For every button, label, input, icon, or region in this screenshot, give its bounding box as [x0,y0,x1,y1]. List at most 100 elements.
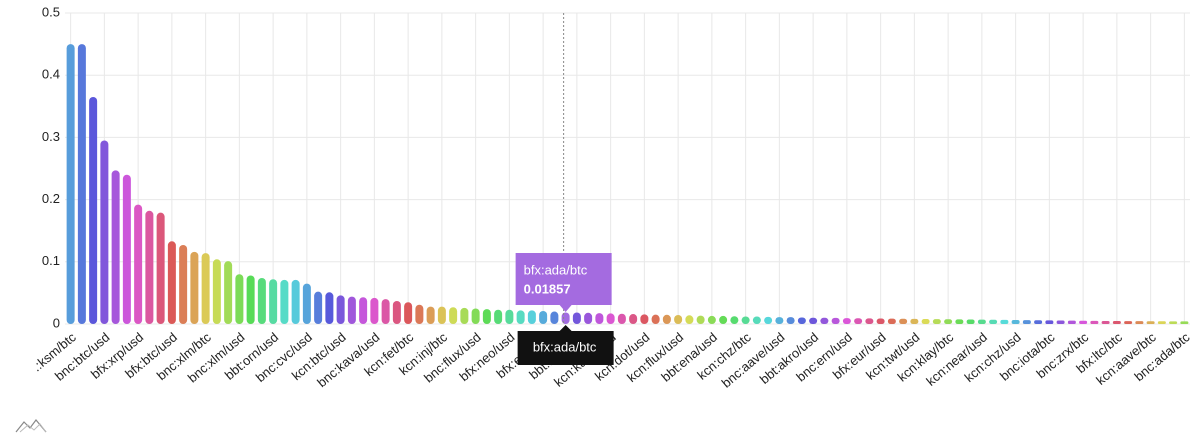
bar [1169,321,1178,324]
bar [1157,321,1166,324]
bar [674,314,683,324]
bar [887,318,896,324]
tooltip: bfx:ada/btc 0.01857 [515,253,612,312]
bar [179,245,188,324]
bar [1079,320,1088,324]
bar [550,311,559,324]
bar [1112,321,1121,324]
bar [482,309,491,324]
bar [1101,320,1110,324]
bar [404,302,413,324]
bar [1011,320,1020,324]
bar [111,170,120,324]
bar [471,308,480,324]
bar [1000,319,1009,324]
bar [370,297,379,324]
bar [426,306,435,324]
bar [505,309,514,324]
axis-tooltip-label: bfx:ada/btc [533,339,597,354]
bar [651,314,660,324]
bar [122,174,131,324]
bar [1180,321,1189,324]
bar [235,274,244,324]
bar [910,318,919,324]
bar [707,315,716,324]
logo-shadow [19,423,47,433]
bar [764,316,773,324]
bar [921,319,930,324]
tooltip-value: 0.01857 [524,281,571,296]
bar [752,316,761,324]
bar [831,317,840,324]
bar [212,259,221,324]
bar [257,277,266,324]
bar [381,299,390,324]
bar [201,253,210,324]
y-tick-label: 0.1 [42,253,60,268]
bar [640,314,649,324]
bar [854,318,863,324]
bar [246,275,255,324]
bar [572,312,581,324]
bar [77,44,86,324]
bar [100,140,109,324]
bar [539,310,548,324]
bar [89,96,98,324]
bar [932,319,941,324]
bar [449,307,458,324]
bar [1124,321,1133,324]
bar [347,296,356,324]
bar [392,300,401,324]
bar [1090,320,1099,324]
y-tick-label: 0 [53,315,60,330]
bar [662,314,671,324]
bar [842,318,851,324]
axis-tooltip: bfx:ada/btc [517,325,614,365]
y-tick-label: 0.5 [42,4,60,19]
bar [899,318,908,324]
bar [527,310,536,324]
bar [1034,320,1043,324]
tooltip-label: bfx:ada/btc [524,262,588,277]
bar [820,317,829,324]
bar [460,307,469,324]
bar [955,319,964,324]
y-tick-label: 0.3 [42,129,60,144]
bar [280,279,289,324]
bar [325,292,334,324]
bar [1056,320,1065,324]
bar [584,312,593,324]
y-tick-label: 0.2 [42,191,60,206]
bar [561,312,570,324]
bar [269,279,278,324]
bar [741,316,750,324]
bar [595,313,604,324]
bar [224,261,233,324]
bar [415,304,424,324]
bar [1022,320,1031,324]
bar [775,317,784,324]
grid [65,12,1190,325]
tooltip-box [515,253,612,312]
bar [66,44,75,324]
bar [302,283,311,324]
bar [730,316,739,324]
bar [437,306,446,324]
bar [786,317,795,324]
bar [719,315,728,324]
bar [797,317,806,324]
bar [685,315,694,324]
bar [876,318,885,324]
axis-tooltip-box [517,325,614,365]
bar [190,251,199,324]
bar [966,319,975,324]
bar [1146,321,1155,324]
bar [809,317,818,324]
bar [1135,321,1144,324]
bars [66,44,1189,324]
bar [865,318,874,324]
bar [606,313,615,324]
bar [617,313,626,324]
bar [314,291,323,324]
bar [134,204,143,324]
